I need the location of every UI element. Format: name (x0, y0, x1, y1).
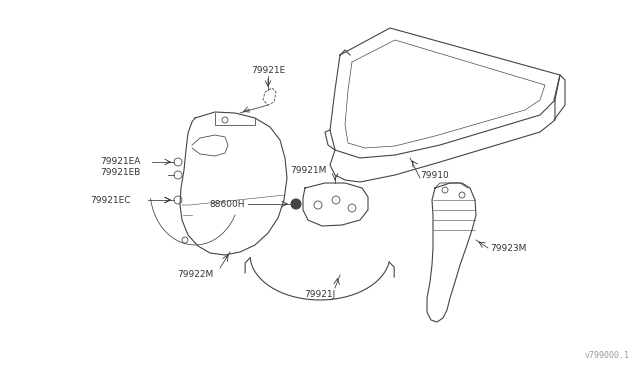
Circle shape (291, 199, 301, 209)
Text: 79921EA: 79921EA (100, 157, 140, 166)
Text: 79921M: 79921M (290, 166, 326, 175)
Text: 79921J: 79921J (305, 290, 335, 299)
Text: 79922M: 79922M (177, 270, 213, 279)
Text: 79921EB: 79921EB (100, 167, 140, 176)
Text: 88600H: 88600H (209, 199, 245, 208)
Text: 79923M: 79923M (490, 244, 526, 253)
Text: 79910: 79910 (420, 170, 449, 180)
Text: 79921EC: 79921EC (90, 196, 131, 205)
Text: v799000.1: v799000.1 (585, 351, 630, 360)
Text: 79921E: 79921E (251, 66, 285, 75)
